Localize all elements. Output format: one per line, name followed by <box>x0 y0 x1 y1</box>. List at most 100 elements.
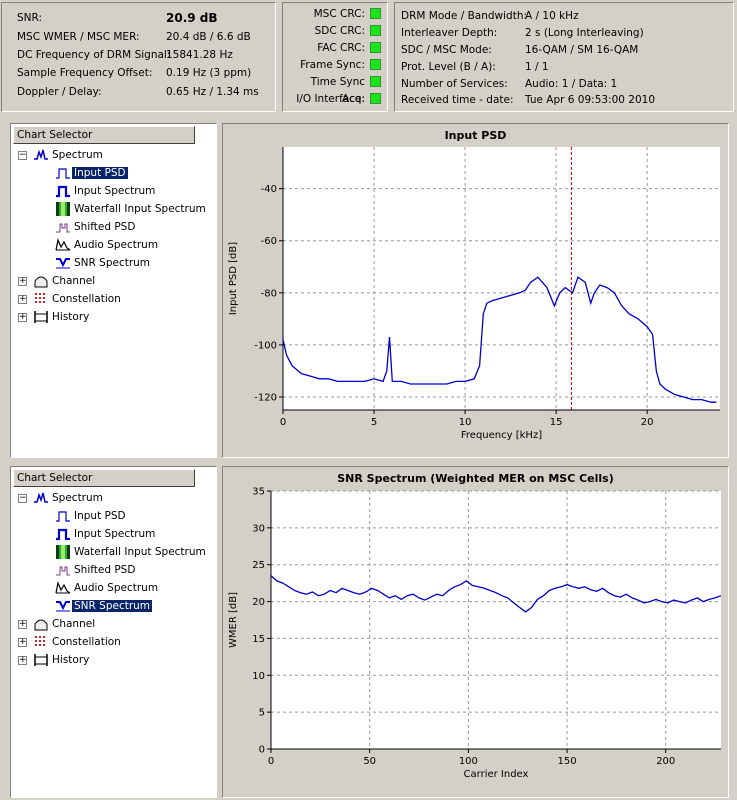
snr-spectrum-y-tick-label: 0 <box>259 745 265 756</box>
tree-item-input-spectrum[interactable]: Input Spectrum <box>55 183 157 199</box>
snr-spectrum-x-tick-label: 200 <box>656 756 675 767</box>
tree-item-history[interactable]: History <box>33 652 91 668</box>
snr-value: 20.9 dB <box>166 11 218 25</box>
input-psd-plot-area <box>283 147 720 410</box>
tree-item-constellation[interactable]: Constellation <box>33 291 123 307</box>
chart-selector-header[interactable]: Chart Selector <box>13 126 195 144</box>
snr-spectrum-chart: SNR Spectrum (Weighted MER on MSC Cells)… <box>228 472 722 780</box>
sdc-msc-mode-label: SDC / MSC Mode: <box>401 44 492 56</box>
history-expander[interactable]: + <box>18 312 27 322</box>
tree-item-spectrum[interactable]: Spectrum <box>33 147 105 163</box>
input-psd-chart-panel: Input PSD 0 5 10 15 20 -40 -60 -80 -100 -120 Freque… <box>222 123 729 458</box>
snr-spectrum-y-tick-label: 15 <box>252 634 265 645</box>
services-label: Number of Services: <box>401 78 508 90</box>
parameters-panel: DRM Mode / Bandwidth: A / 10 kHz Interle… <box>394 2 734 112</box>
wmer-label: MSC WMER / MSC MER: <box>17 31 140 43</box>
tree-item-waterfall[interactable]: Waterfall Input Spectrum <box>55 201 208 217</box>
tree-item-constellation[interactable]: Constellation <box>33 634 123 650</box>
io-interface-label: I/O Interface: <box>296 93 365 105</box>
tree-item-channel[interactable]: Channel <box>33 616 97 632</box>
tree-item-snr-spectrum[interactable]: SNR Spectrum <box>55 255 152 271</box>
audio-spectrum-icon <box>55 581 71 594</box>
spectrum-expander[interactable]: − <box>18 493 27 503</box>
tree-item-shifted-psd[interactable]: Shifted PSD <box>55 562 137 578</box>
snr-spectrum-y-tick-label: 30 <box>252 523 265 534</box>
input-psd-x-tick-label: 15 <box>550 417 563 428</box>
tree-item-snr-spectrum[interactable]: SNR Spectrum <box>55 598 154 614</box>
constellation-expander[interactable]: + <box>18 637 27 647</box>
msc-crc-led <box>370 8 381 19</box>
input-psd-series-line <box>282 276 717 403</box>
channel-icon <box>34 619 48 631</box>
input-psd-y-tick-label: -40 <box>261 184 277 195</box>
snr-spectrum-icon <box>56 601 70 612</box>
constellation-icon <box>35 636 45 646</box>
input-psd-y-tick-label: -60 <box>261 236 277 247</box>
snr-spectrum-y-axis-label: WMER [dB] <box>228 592 239 648</box>
tree-item-input-psd[interactable]: Input PSD <box>55 165 129 181</box>
input-psd-icon <box>56 511 70 522</box>
spectrum-expander[interactable]: − <box>18 150 27 160</box>
tree-item-spectrum[interactable]: Spectrum <box>33 490 105 506</box>
snr-spectrum-y-tick-label: 5 <box>259 708 265 719</box>
doppler-delay-label: Doppler / Delay: <box>17 86 102 98</box>
input-psd-x-axis-label: Frequency [kHz] <box>461 430 542 441</box>
drm-mode-value: A / 10 kHz <box>525 10 579 22</box>
tree-item-audio-spectrum[interactable]: Audio Spectrum <box>55 237 160 253</box>
constellation-icon <box>35 293 45 303</box>
chart-selector-bottom: Chart Selector − Spectrum Input PSD Inpu… <box>10 466 217 798</box>
drm-mode-label: DRM Mode / Bandwidth: <box>401 10 528 22</box>
input-psd-x-tick-label: 5 <box>371 417 377 428</box>
snr-spectrum-title: SNR Spectrum (Weighted MER on MSC Cells) <box>337 472 614 485</box>
constellation-expander[interactable]: + <box>18 294 27 304</box>
input-psd-chart: Input PSD 0 5 10 15 20 -40 -60 -80 -100 -120 Freque… <box>228 129 720 441</box>
indicator-panel: MSC CRC: SDC CRC: FAC CRC: Frame Sync: T… <box>282 2 388 112</box>
snr-spectrum-x-tick-label: 0 <box>268 756 274 767</box>
snr-spectrum-y-tick-label: 10 <box>252 671 265 682</box>
services-value: Audio: 1 / Data: 1 <box>525 78 618 90</box>
audio-spectrum-icon <box>55 238 71 251</box>
tree-item-history[interactable]: History <box>33 309 91 325</box>
channel-expander[interactable]: + <box>18 619 27 629</box>
input-psd-title: Input PSD <box>445 129 507 142</box>
time-sync-led <box>370 76 381 87</box>
doppler-delay-value: 0.65 Hz / 1.34 ms <box>166 86 259 98</box>
wmer-value: 20.4 dB / 6.6 dB <box>166 31 251 43</box>
waterfall-icon <box>56 545 70 559</box>
history-expander[interactable]: + <box>18 655 27 665</box>
spectrum-icon <box>34 492 48 503</box>
tree-item-input-psd[interactable]: Input PSD <box>55 508 128 524</box>
input-psd-y-axis-label: Input PSD [dB] <box>228 242 239 315</box>
snr-spectrum-plot-area <box>271 491 721 749</box>
spectrum-icon <box>34 149 48 160</box>
waterfall-icon <box>56 202 70 216</box>
prot-level-value: 1 / 1 <box>525 61 549 73</box>
received-time-label: Received time - date: <box>401 94 514 106</box>
snr-spectrum-x-tick-label: 100 <box>459 756 478 767</box>
shifted-psd-icon <box>56 223 70 233</box>
tree-item-shifted-psd[interactable]: Shifted PSD <box>55 219 137 235</box>
input-psd-x-tick-label: 10 <box>459 417 472 428</box>
tree-item-input-spectrum[interactable]: Input Spectrum <box>55 526 157 542</box>
frame-sync-label: Frame Sync: <box>300 59 365 71</box>
tree-item-waterfall[interactable]: Waterfall Input Spectrum <box>55 544 208 560</box>
snr-spectrum-y-tick-label: 20 <box>252 597 265 608</box>
chart-selector-header[interactable]: Chart Selector <box>13 469 195 487</box>
sdc-crc-label: SDC CRC: <box>314 25 365 37</box>
status-panel: SNR: 20.9 dB MSC WMER / MSC MER: 20.4 dB… <box>1 2 276 112</box>
history-icon <box>34 654 48 666</box>
channel-icon <box>34 276 48 288</box>
snr-label: SNR: <box>17 12 43 24</box>
snr-spectrum-chart-panel: SNR Spectrum (Weighted MER on MSC Cells)… <box>222 466 729 798</box>
input-psd-y-tick-label: -120 <box>254 392 277 403</box>
tree-item-channel[interactable]: Channel <box>33 273 97 289</box>
sdc-msc-mode-value: 16-QAM / SM 16-QAM <box>525 44 639 56</box>
input-psd-x-tick-label: 0 <box>280 417 286 428</box>
shifted-psd-icon <box>56 566 70 576</box>
tree-item-audio-spectrum[interactable]: Audio Spectrum <box>55 580 160 596</box>
dc-frequency-value: 15841.28 Hz <box>166 49 233 61</box>
fac-crc-label: FAC CRC: <box>317 42 365 54</box>
channel-expander[interactable]: + <box>18 276 27 286</box>
input-psd-x-tick-label: 20 <box>641 417 654 428</box>
frame-sync-led <box>370 59 381 70</box>
